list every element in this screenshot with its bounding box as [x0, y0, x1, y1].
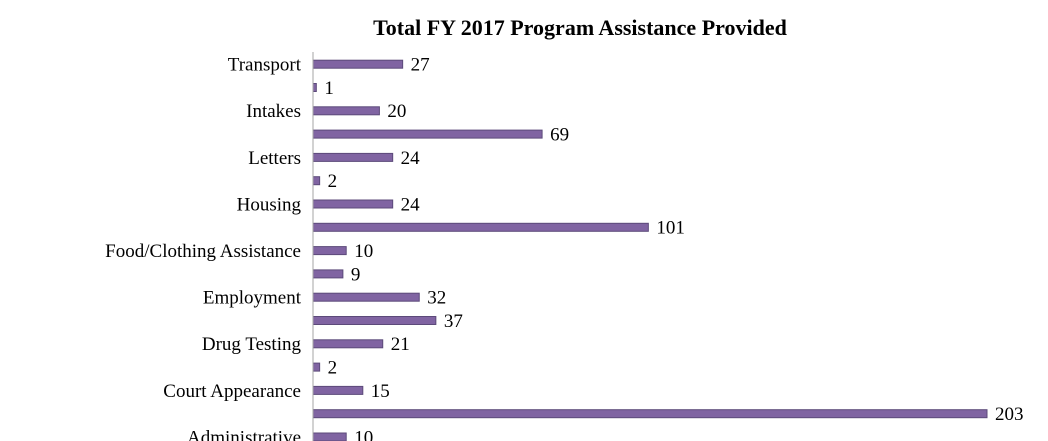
bar [312, 385, 364, 395]
bar [312, 292, 420, 302]
data-label: 2 [328, 357, 338, 378]
data-label: 9 [351, 264, 361, 285]
bar [312, 432, 347, 441]
y-tick-label: Letters [248, 148, 301, 169]
data-label: 27 [411, 55, 430, 76]
data-label: 24 [401, 148, 421, 169]
data-label: 203 [995, 404, 1024, 425]
bar [312, 316, 437, 325]
bar [312, 176, 321, 186]
data-label: 15 [371, 381, 390, 402]
bar [312, 152, 394, 162]
bar [312, 129, 543, 139]
data-label: 32 [427, 288, 446, 309]
data-label: 10 [354, 427, 373, 441]
y-tick-label: Housing [237, 194, 302, 215]
y-tick-label: Court Appearance [163, 381, 301, 402]
y-tick-label: Food/Clothing Assistance [105, 241, 301, 262]
data-label: 2 [328, 171, 338, 192]
y-tick-label: Employment [203, 288, 302, 309]
data-label: 69 [550, 124, 569, 145]
data-label: 21 [391, 334, 410, 355]
data-label: 37 [444, 311, 463, 332]
bar [312, 59, 404, 69]
bar [312, 409, 988, 419]
y-tick-label: Administrative [187, 427, 301, 441]
bar [312, 106, 380, 116]
bar [312, 362, 321, 372]
data-label: 10 [354, 241, 373, 262]
bar [312, 339, 384, 349]
y-tick-label: Transport [228, 55, 302, 76]
chart-title: Total FY 2017 Program Assistance Provide… [373, 15, 787, 40]
data-label: 1 [324, 78, 334, 99]
y-tick-label: Drug Testing [202, 334, 302, 355]
bar [312, 222, 649, 232]
data-label: 101 [656, 218, 685, 239]
y-tick-label: Intakes [246, 101, 301, 122]
bar [312, 269, 344, 279]
bar [312, 246, 347, 256]
data-label: 24 [401, 194, 421, 215]
bar [312, 199, 394, 209]
data-label: 20 [387, 101, 406, 122]
